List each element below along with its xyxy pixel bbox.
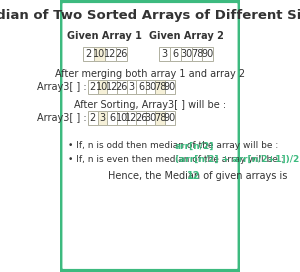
Text: Hence, the Median of given arrays is: Hence, the Median of given arrays is: [108, 171, 291, 181]
Text: 3: 3: [128, 82, 134, 92]
Text: 90: 90: [164, 82, 176, 92]
Text: Median of Two Sorted Arrays of Different Sizes: Median of Two Sorted Arrays of Different…: [0, 10, 300, 23]
FancyBboxPatch shape: [165, 111, 175, 125]
FancyBboxPatch shape: [159, 47, 170, 61]
Text: arr[n/2]: arr[n/2]: [175, 141, 214, 150]
Text: 30: 30: [145, 113, 157, 123]
Text: 30: 30: [145, 82, 157, 92]
FancyBboxPatch shape: [170, 47, 181, 61]
Text: 26: 26: [116, 82, 128, 92]
FancyBboxPatch shape: [105, 47, 116, 61]
FancyBboxPatch shape: [116, 47, 127, 61]
Text: 3: 3: [161, 49, 167, 59]
FancyBboxPatch shape: [127, 80, 136, 94]
Text: 3: 3: [99, 113, 106, 123]
Text: Given Array 2: Given Array 2: [149, 31, 224, 41]
Text: 10: 10: [96, 82, 109, 92]
Text: Array3[ ] :: Array3[ ] :: [37, 82, 86, 92]
FancyBboxPatch shape: [107, 111, 117, 125]
FancyBboxPatch shape: [127, 111, 136, 125]
Text: 26: 26: [135, 113, 147, 123]
Text: 12: 12: [188, 171, 201, 181]
Text: (arr[n/2] + arr[n/2+1])/2: (arr[n/2] + arr[n/2+1])/2: [175, 154, 299, 163]
FancyBboxPatch shape: [136, 80, 146, 94]
FancyBboxPatch shape: [181, 47, 191, 61]
FancyBboxPatch shape: [83, 47, 94, 61]
Text: Given Array 1: Given Array 1: [68, 31, 142, 41]
Text: 12: 12: [125, 113, 137, 123]
FancyBboxPatch shape: [107, 80, 117, 94]
Text: 30: 30: [180, 49, 192, 59]
FancyBboxPatch shape: [94, 47, 105, 61]
FancyBboxPatch shape: [98, 80, 107, 94]
FancyBboxPatch shape: [165, 80, 175, 94]
Text: 12: 12: [106, 82, 118, 92]
Text: 90: 90: [164, 113, 176, 123]
Text: 10: 10: [116, 113, 128, 123]
Text: 78: 78: [154, 82, 167, 92]
FancyBboxPatch shape: [117, 111, 127, 125]
Text: 90: 90: [202, 49, 214, 59]
Text: 6: 6: [109, 113, 115, 123]
Text: 12: 12: [104, 49, 116, 59]
Text: 2: 2: [85, 49, 92, 59]
FancyBboxPatch shape: [146, 111, 155, 125]
FancyBboxPatch shape: [136, 111, 146, 125]
Text: 2: 2: [90, 82, 96, 92]
Text: • If, n is odd then median of the array will be :: • If, n is odd then median of the array …: [68, 141, 284, 150]
Text: After Sorting, Array3[ ] will be :: After Sorting, Array3[ ] will be :: [74, 100, 226, 110]
Text: 2: 2: [90, 113, 96, 123]
FancyBboxPatch shape: [191, 47, 202, 61]
Text: 78: 78: [191, 49, 203, 59]
FancyBboxPatch shape: [202, 47, 213, 61]
FancyBboxPatch shape: [117, 80, 127, 94]
FancyBboxPatch shape: [60, 1, 240, 271]
Text: • If, n is even then median of the array will be :: • If, n is even then median of the array…: [68, 154, 287, 163]
Text: 78: 78: [154, 113, 167, 123]
FancyBboxPatch shape: [155, 80, 165, 94]
Text: After merging both array 1 and array 2: After merging both array 1 and array 2: [55, 69, 245, 79]
FancyBboxPatch shape: [88, 80, 98, 94]
Text: 26: 26: [115, 49, 127, 59]
FancyBboxPatch shape: [88, 111, 98, 125]
Text: 6: 6: [138, 82, 144, 92]
Text: Array3[ ] :: Array3[ ] :: [37, 113, 86, 123]
Text: 10: 10: [93, 49, 106, 59]
FancyBboxPatch shape: [98, 111, 107, 125]
FancyBboxPatch shape: [155, 111, 165, 125]
FancyBboxPatch shape: [146, 80, 155, 94]
Text: 6: 6: [172, 49, 178, 59]
